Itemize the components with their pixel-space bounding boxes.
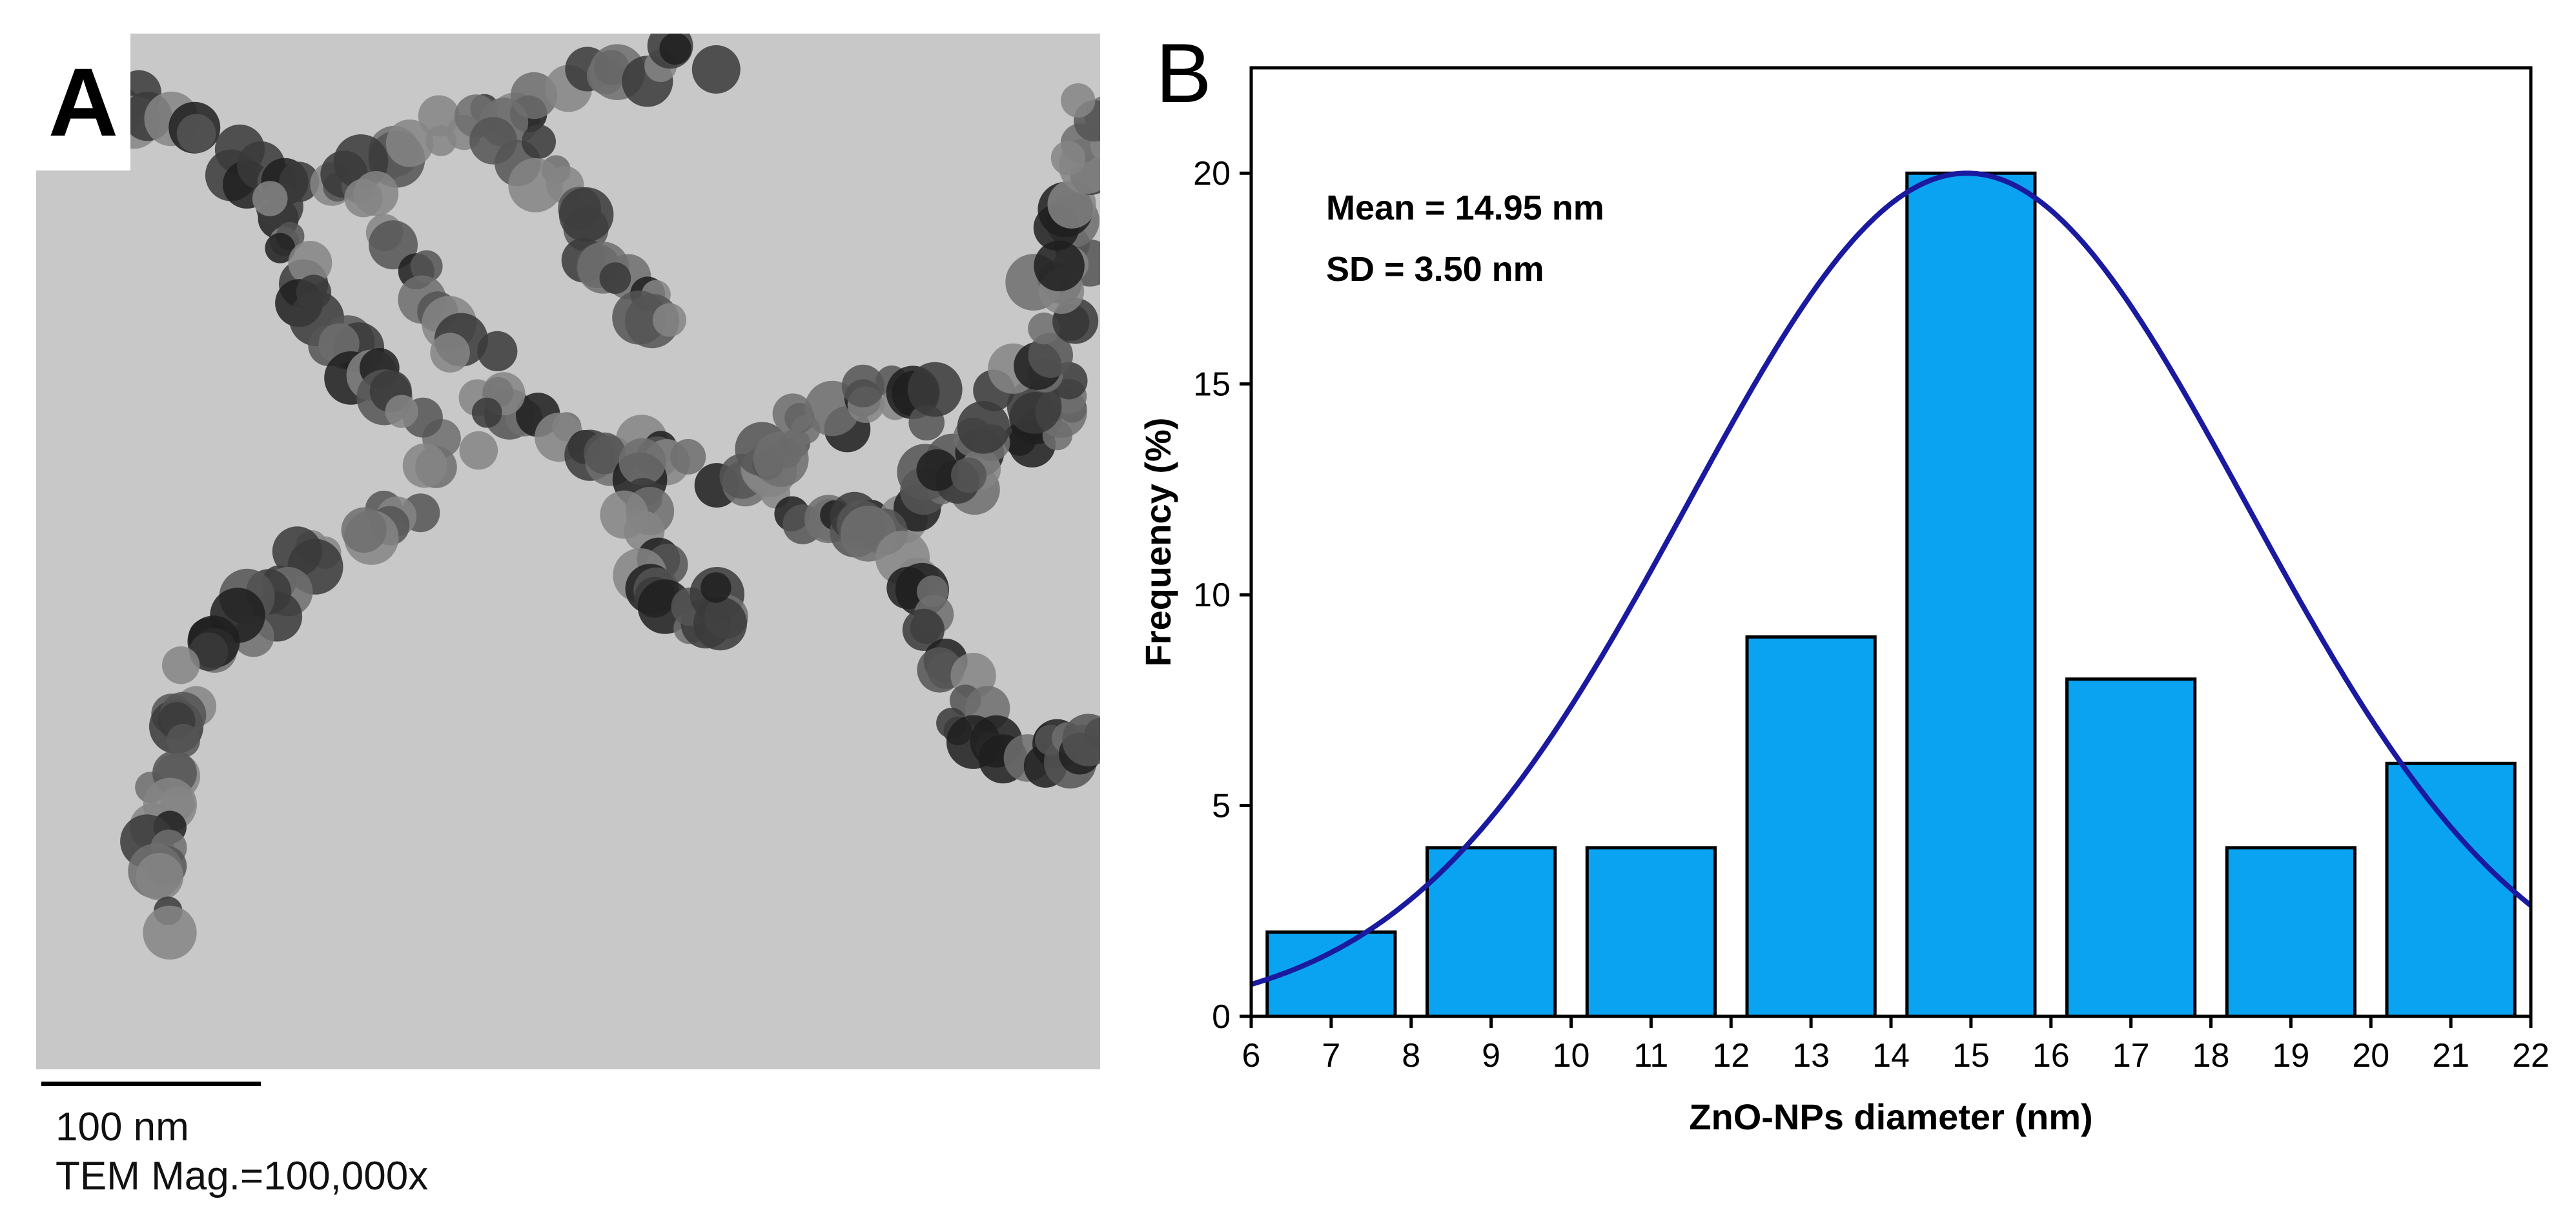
nanoparticle bbox=[659, 34, 691, 65]
y-tick-label: 20 bbox=[1193, 155, 1231, 192]
bars-group bbox=[1265, 171, 2517, 1018]
histogram-bar bbox=[1905, 171, 2037, 1018]
y-tick-label: 5 bbox=[1212, 788, 1231, 825]
nanoparticle bbox=[1050, 141, 1085, 176]
x-tick-label: 12 bbox=[1712, 1037, 1750, 1074]
nanoparticle bbox=[471, 397, 502, 428]
nanoparticle bbox=[1061, 83, 1096, 118]
tem-panel: A 100 nm TEM Mag.=100,000x bbox=[0, 0, 1136, 1223]
histogram-bar bbox=[1426, 846, 1557, 1018]
nanoparticle bbox=[477, 331, 518, 371]
y-axis-title: Frequency (%) bbox=[1138, 418, 1178, 667]
nanoparticle bbox=[265, 232, 296, 263]
x-axis-title: ZnO-NPs diameter (nm) bbox=[1689, 1096, 2092, 1137]
nanoparticle bbox=[166, 724, 200, 757]
nanoparticle bbox=[385, 119, 434, 167]
panel-label-background bbox=[36, 34, 130, 170]
nanoparticle bbox=[459, 431, 498, 470]
x-tick-label: 21 bbox=[2432, 1037, 2469, 1074]
nanoparticle bbox=[951, 457, 986, 493]
gaussian-fit-curve bbox=[1250, 170, 2533, 987]
x-tick-label: 11 bbox=[1633, 1037, 1668, 1074]
x-tick-label: 14 bbox=[1872, 1037, 1910, 1074]
tem-particles-image bbox=[36, 34, 1100, 1069]
histogram-chart: B 6 7 8 9 10 11 12 13 14 15 16 17 18 19 20 21 22 0 5 10 15 2… bbox=[1138, 26, 2550, 1137]
nanoparticle bbox=[691, 45, 741, 94]
panel-label-a: A bbox=[48, 48, 119, 156]
nanoparticle bbox=[957, 401, 1010, 454]
nanoparticle bbox=[670, 438, 706, 475]
nanoparticle bbox=[341, 507, 387, 553]
axis-ticks bbox=[1240, 171, 2533, 1028]
mean-annotation: Mean = 14.95 nm bbox=[1326, 189, 1604, 227]
nanoparticle bbox=[1034, 240, 1085, 292]
nanoparticle bbox=[902, 608, 945, 652]
x-tick-label: 6 bbox=[1242, 1037, 1261, 1074]
nanoparticle bbox=[410, 250, 443, 283]
histogram-bar bbox=[2385, 761, 2517, 1018]
nanoparticle bbox=[1028, 333, 1074, 378]
magnification-label: TEM Mag.=100,000x bbox=[56, 1154, 429, 1198]
nanoparticle bbox=[753, 431, 809, 487]
nanoparticle bbox=[162, 646, 200, 684]
x-tick-label: 16 bbox=[2032, 1037, 2070, 1074]
y-tick-labels: 0 5 10 15 20 bbox=[1193, 155, 1231, 1036]
histogram-bar bbox=[2225, 846, 2356, 1018]
nanoparticle bbox=[599, 262, 631, 294]
x-tick-label: 8 bbox=[1402, 1037, 1420, 1074]
nanoparticle bbox=[288, 241, 332, 285]
histogram-bar bbox=[2065, 677, 2197, 1018]
sd-annotation: SD = 3.50 nm bbox=[1326, 250, 1544, 289]
x-tick-label: 9 bbox=[1482, 1037, 1500, 1074]
nanoparticle bbox=[618, 438, 666, 486]
scale-bar bbox=[41, 1082, 261, 1086]
nanoparticle bbox=[430, 333, 470, 373]
x-tick-label: 13 bbox=[1792, 1037, 1830, 1074]
x-tick-label: 17 bbox=[2112, 1037, 2150, 1074]
x-tick-label: 10 bbox=[1553, 1037, 1590, 1074]
x-tick-label: 18 bbox=[2193, 1037, 2230, 1074]
nanoparticle bbox=[136, 852, 184, 901]
nanoparticle bbox=[907, 362, 963, 417]
nanoparticle bbox=[385, 395, 418, 428]
nanoparticle bbox=[584, 432, 626, 475]
nanoparticle bbox=[508, 158, 563, 212]
nanoparticle bbox=[1062, 714, 1100, 766]
nanoparticle bbox=[176, 114, 216, 154]
y-tick-label: 0 bbox=[1212, 998, 1231, 1036]
y-tick-label: 15 bbox=[1193, 366, 1231, 404]
nanoparticle bbox=[1007, 379, 1062, 434]
nanoparticle bbox=[886, 566, 929, 610]
panel-label-b: B bbox=[1156, 26, 1212, 120]
x-tick-labels: 6 7 8 9 10 11 12 13 14 15 16 17 18 19 20 21 22 bbox=[1242, 1037, 2550, 1074]
nanoparticle bbox=[143, 905, 197, 960]
histogram-panel: B 6 7 8 9 10 11 12 13 14 15 16 17 18 19 20 21 22 0 5 10 15 2… bbox=[1136, 0, 2576, 1223]
x-tick-label: 22 bbox=[2512, 1037, 2550, 1074]
x-tick-label: 20 bbox=[2352, 1037, 2389, 1074]
nanoparticle bbox=[916, 449, 959, 491]
nanoparticle bbox=[402, 443, 447, 488]
histogram-bar bbox=[1585, 846, 1717, 1018]
nanoparticle bbox=[252, 181, 288, 216]
histogram-bar bbox=[1745, 635, 1877, 1018]
x-tick-label: 15 bbox=[1952, 1037, 1990, 1074]
tem-micrograph bbox=[36, 34, 1100, 1069]
scale-bar-label: 100 nm bbox=[56, 1105, 189, 1149]
nanoparticle bbox=[522, 125, 556, 159]
x-tick-label: 19 bbox=[2272, 1037, 2309, 1074]
nanoparticle bbox=[700, 572, 731, 603]
x-tick-label: 7 bbox=[1322, 1037, 1340, 1074]
nanoparticle bbox=[353, 171, 399, 216]
nanoparticle bbox=[558, 187, 614, 242]
nanoparticle bbox=[693, 597, 747, 651]
nanoparticle bbox=[653, 303, 686, 337]
y-tick-label: 10 bbox=[1193, 577, 1231, 614]
nanoparticle bbox=[841, 364, 884, 407]
nanoparticle bbox=[1028, 313, 1060, 345]
nanoparticle bbox=[612, 290, 666, 345]
